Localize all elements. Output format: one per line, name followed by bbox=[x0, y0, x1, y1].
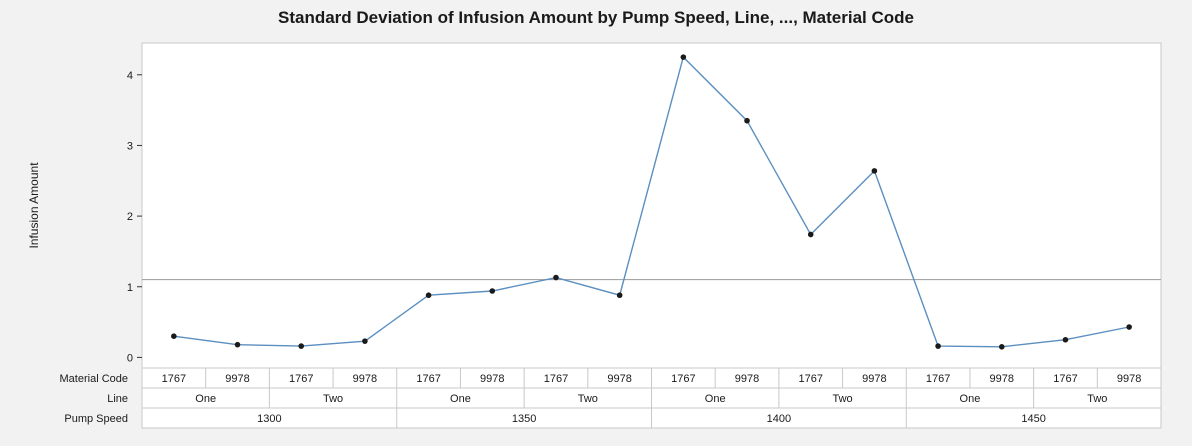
data-point bbox=[171, 333, 177, 340]
data-point bbox=[871, 168, 878, 174]
y-tick-label: 1 bbox=[127, 282, 133, 294]
data-point bbox=[680, 54, 687, 60]
y-tick-label: 0 bbox=[127, 352, 133, 364]
y-tick-label: 4 bbox=[127, 70, 133, 82]
material-code-label: 9978 bbox=[862, 373, 886, 385]
material-code-label: 1767 bbox=[926, 373, 950, 385]
table-row-label: Material Code bbox=[60, 373, 128, 385]
material-code-label: 1767 bbox=[289, 373, 313, 385]
line-label: One bbox=[705, 393, 726, 405]
material-code-label: 1767 bbox=[1053, 373, 1077, 385]
data-point bbox=[298, 343, 305, 349]
data-point bbox=[489, 288, 496, 294]
data-point bbox=[1126, 324, 1132, 330]
line-label: Two bbox=[832, 393, 852, 405]
data-point bbox=[553, 274, 559, 281]
y-axis-label: Infusion Amount bbox=[27, 162, 41, 249]
line-label: One bbox=[195, 393, 216, 405]
data-point bbox=[998, 344, 1005, 350]
material-code-label: 1767 bbox=[544, 373, 568, 385]
material-code-label: 9978 bbox=[353, 373, 377, 385]
data-point bbox=[744, 117, 750, 124]
pump-speed-label: 1300 bbox=[257, 413, 281, 425]
data-point bbox=[616, 292, 623, 299]
data-point bbox=[234, 341, 241, 348]
line-label: Two bbox=[578, 393, 598, 405]
data-point bbox=[425, 292, 432, 299]
material-code-label: 9978 bbox=[607, 373, 631, 385]
series-line bbox=[173, 55, 1130, 348]
material-code-label: 9978 bbox=[480, 373, 504, 385]
line-label: Two bbox=[323, 393, 343, 405]
material-code-label: 9978 bbox=[735, 373, 759, 385]
material-code-label: 1767 bbox=[798, 373, 822, 385]
plot-area bbox=[141, 42, 1162, 369]
y-tick-label: 3 bbox=[127, 140, 133, 152]
material-code-label: 1767 bbox=[671, 373, 695, 385]
material-code-label: 1767 bbox=[162, 373, 186, 385]
data-point bbox=[1062, 336, 1069, 343]
y-tick-label: 2 bbox=[127, 211, 133, 223]
material-code-label: 9978 bbox=[225, 373, 249, 385]
data-point bbox=[362, 338, 368, 344]
line-label: One bbox=[960, 393, 981, 405]
material-code-label: 9978 bbox=[990, 373, 1014, 385]
table-row-label: Line bbox=[107, 393, 128, 405]
material-code-label: 9978 bbox=[1117, 373, 1141, 385]
pump-speed-label: 1450 bbox=[1021, 413, 1045, 425]
pump-speed-label: 1350 bbox=[512, 413, 536, 425]
data-point bbox=[807, 231, 814, 238]
line-label: Two bbox=[1087, 393, 1107, 405]
line-label: One bbox=[450, 393, 471, 405]
chart-title: Standard Deviation of Infusion Amount by… bbox=[278, 8, 914, 27]
table-row-label: Pump Speed bbox=[64, 413, 128, 425]
material-code-label: 1767 bbox=[416, 373, 440, 385]
data-point bbox=[935, 343, 941, 349]
pump-speed-label: 1400 bbox=[767, 413, 791, 425]
